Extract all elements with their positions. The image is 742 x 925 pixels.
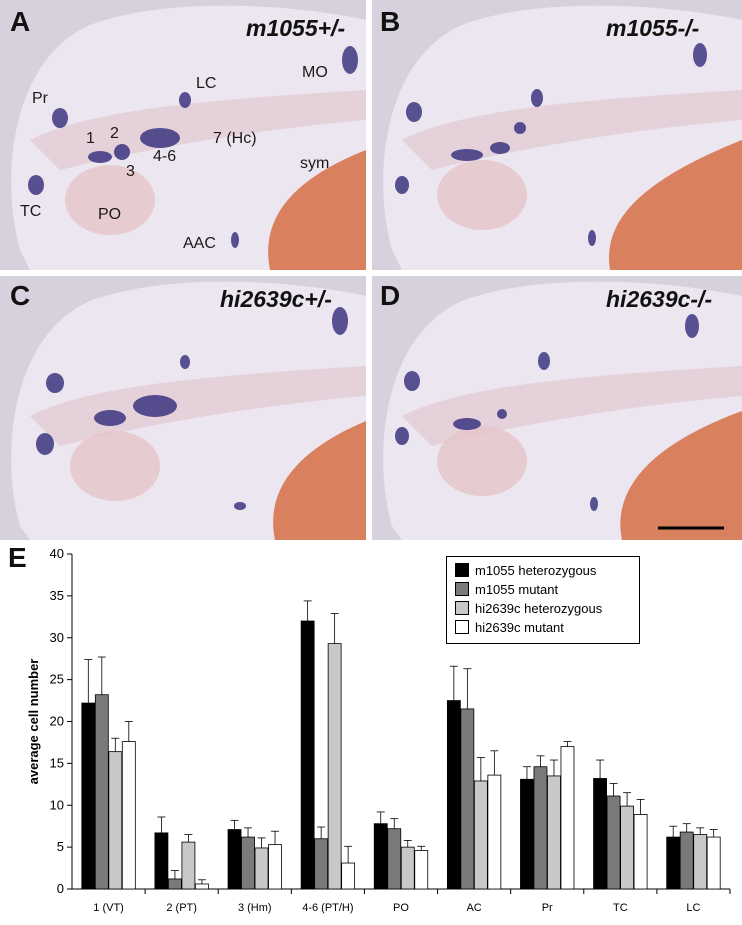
bar <box>547 775 561 890</box>
annotation-aac: AAC <box>183 235 216 252</box>
panel-c-image: C hi2639c+/- <box>0 276 366 540</box>
panel-d-image: D hi2639c-/- <box>372 276 742 540</box>
y-tick-label: 35 <box>50 588 64 603</box>
bar <box>446 700 461 890</box>
y-tick-label: 40 <box>50 546 64 561</box>
panel-label: D <box>380 280 401 311</box>
legend-swatch <box>455 620 469 634</box>
annotation-sym: sym <box>300 155 330 172</box>
bar <box>473 780 488 890</box>
panel-label: C <box>10 280 31 311</box>
bar <box>620 805 634 890</box>
embryo-image-a <box>0 0 366 270</box>
bar <box>314 838 329 890</box>
panel-a-image: A m1055+/- Pr LC MO 1 2 3 4-6 7 (Hc) sym… <box>0 0 366 270</box>
panel-label: B <box>380 6 401 37</box>
bar <box>414 850 429 890</box>
cell-count-bar-chart: 0 5 10 15 20 25 30 35 40 average cell number 1 (VT… <box>26 546 731 914</box>
bar <box>520 778 534 890</box>
x-tick-label: 2 (PT) <box>166 902 197 914</box>
y-tick-label: 25 <box>50 672 64 687</box>
genotype-label: hi2639c-/- <box>606 286 713 312</box>
bar <box>300 620 315 890</box>
legend-entry: hi2639c mutant <box>455 620 564 636</box>
bar <box>268 844 282 890</box>
legend-entry: m1055 mutant <box>455 582 558 598</box>
y-tick-label: 0 <box>57 881 64 896</box>
embryo-image-c <box>0 276 366 540</box>
bar <box>181 841 196 890</box>
bar <box>94 694 109 890</box>
bar <box>633 814 648 890</box>
bar <box>460 708 475 890</box>
bar <box>666 836 681 890</box>
bar <box>154 832 169 890</box>
annotation-1: 1 <box>86 130 95 147</box>
bar <box>341 862 356 890</box>
y-tick-label: 5 <box>57 839 64 854</box>
y-tick-label: 20 <box>50 714 64 729</box>
y-axis-label: average cell number <box>26 659 41 785</box>
embryo-image-d <box>372 276 742 540</box>
bar <box>560 746 575 890</box>
x-tick-label: 1 (VT) <box>93 902 124 914</box>
genotype-label: m1055-/- <box>606 15 700 41</box>
annotation-lc: LC <box>196 75 217 92</box>
x-tick-label: 4-6 (PT/H) <box>302 902 353 914</box>
panel-b-image: B m1055-/- <box>372 0 742 270</box>
bar <box>606 795 621 890</box>
bar <box>241 836 255 890</box>
x-tick-label: Pr <box>542 902 553 914</box>
annotation-7-hc: 7 (Hc) <box>213 130 257 147</box>
bar <box>706 836 721 890</box>
bar <box>108 751 123 890</box>
legend-entry: hi2639c heterozygous <box>455 601 602 617</box>
bar <box>487 774 502 890</box>
legend-swatch <box>455 563 469 577</box>
y-tick-label: 10 <box>50 797 64 812</box>
x-tick-label: 3 (Hm) <box>238 902 272 914</box>
bar <box>400 846 415 890</box>
bar <box>168 878 182 890</box>
panel-label: A <box>10 6 31 37</box>
legend-label: m1055 heterozygous <box>475 563 597 578</box>
bar <box>679 831 694 890</box>
legend-label: hi2639c mutant <box>475 620 564 635</box>
x-tick-label: TC <box>613 902 628 914</box>
y-tick-label: 30 <box>50 630 64 645</box>
x-tick-label: LC <box>686 902 700 914</box>
legend-entry: m1055 heterozygous <box>455 563 596 579</box>
legend-swatch <box>455 582 469 596</box>
y-tick-label: 15 <box>50 755 64 770</box>
genotype-label: m1055+/- <box>246 15 346 41</box>
annotation-po: PO <box>98 206 122 223</box>
bar <box>227 829 242 890</box>
annotation-3: 3 <box>126 163 135 180</box>
annotation-2: 2 <box>110 125 119 142</box>
annotation-pr: Pr <box>32 90 48 107</box>
chart-legend: m1055 heterozygous m1055 mutant hi2639c … <box>446 556 640 644</box>
bar <box>387 828 402 890</box>
bar <box>693 834 708 890</box>
embryo-image-b <box>372 0 742 270</box>
bar <box>121 741 136 890</box>
bar <box>254 847 269 890</box>
genotype-label: hi2639c+/- <box>220 286 332 312</box>
bar <box>195 883 209 890</box>
bar <box>593 778 607 890</box>
legend-label: m1055 mutant <box>475 582 559 597</box>
x-tick-label: PO <box>393 902 409 914</box>
annotation-mo: MO <box>302 64 328 81</box>
x-tick-label: AC <box>466 902 481 914</box>
bar <box>81 702 96 890</box>
bar <box>327 643 342 890</box>
bar <box>373 823 388 890</box>
annotation-tc: TC <box>20 203 42 220</box>
legend-swatch <box>455 601 469 615</box>
bar <box>533 766 548 890</box>
panel-label: E <box>8 542 27 573</box>
legend-label: hi2639c heterozygous <box>475 601 603 616</box>
annotation-4-6: 4-6 <box>153 148 177 165</box>
